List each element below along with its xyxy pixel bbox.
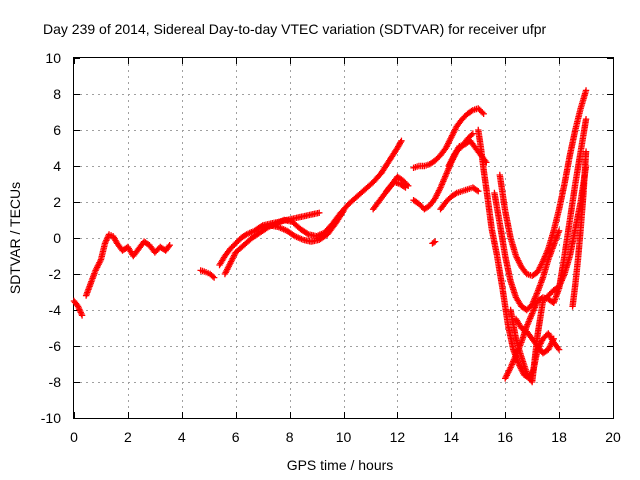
x-axis: 0 2 4 6 8 10 12 14 16 18 20 [70,58,621,445]
data-point [303,230,311,237]
y-tick-label: 4 [53,158,61,174]
y-tick-label: -6 [49,338,62,354]
data-point [582,116,590,123]
y-tick-label: -8 [49,374,62,390]
series-segment-18 [502,116,590,382]
data-points [70,87,590,386]
y-tick-label: 6 [53,122,61,138]
series-segment-2 [82,231,173,299]
x-tick-label: 14 [444,429,460,445]
series-segment-1 [70,297,86,319]
series-segment-20 [569,148,590,310]
data-point [582,148,590,155]
series-segment-6 [259,207,347,245]
y-axis: -10 -8 -6 -4 -2 0 2 4 6 8 10 [41,50,613,426]
x-tick-label: 4 [178,429,186,445]
x-tick-label: 2 [124,429,132,445]
y-tick-label: -2 [49,266,62,282]
data-point [209,273,216,280]
y-tick-label: -4 [49,302,62,318]
y-tick-label: 2 [53,194,61,210]
series-segment-10 [410,130,477,213]
data-point [480,110,487,117]
data-point [398,137,405,144]
plot-frame [73,57,614,419]
series-segment-9 [410,105,487,171]
data-point [339,209,346,216]
data-point [397,139,404,146]
y-tick-label: 10 [45,50,61,66]
data-point [554,344,562,352]
y-tick-label: -10 [41,410,61,426]
data-point [403,181,411,188]
data-point [582,87,590,94]
data-point [430,239,437,246]
x-tick-label: 10 [336,429,352,445]
x-tick-label: 18 [551,429,567,445]
x-tick-label: 16 [497,429,513,445]
x-tick-label: 6 [232,429,240,445]
data-point [165,243,172,250]
data-point [166,242,173,249]
x-tick-label: 20 [605,429,621,445]
y-tick-label: 8 [53,86,61,102]
data-point [473,187,481,194]
data-point [550,335,557,342]
data-point [78,312,86,319]
data-point [340,207,347,215]
data-point [479,109,486,116]
x-tick-label: 12 [390,429,406,445]
data-point [316,209,323,216]
series-segment-19 [512,315,557,357]
data-point [475,188,482,195]
data-point [555,346,563,353]
data-point [555,227,563,234]
data-point [469,130,477,137]
x-axis-label: GPS time / hours [287,457,394,473]
data-point [468,131,475,139]
series-segment-15 [491,189,563,314]
x-tick-label: 0 [70,429,78,445]
grid [74,58,613,418]
y-tick-label: 0 [53,230,61,246]
series-segment-16 [496,87,590,279]
data-point [404,182,412,189]
series-segment-13 [429,238,439,247]
chart-title: Day 239 of 2014, Sidereal Day-to-day VTE… [43,21,547,37]
data-point [210,274,218,281]
y-axis-label: SDTVAR / TECUs [7,182,23,294]
series-segment-8 [383,173,412,195]
data-point [431,238,439,245]
series-segment-12 [437,184,482,213]
x-tick-label: 8 [286,429,294,445]
series-segment-3 [197,267,218,281]
